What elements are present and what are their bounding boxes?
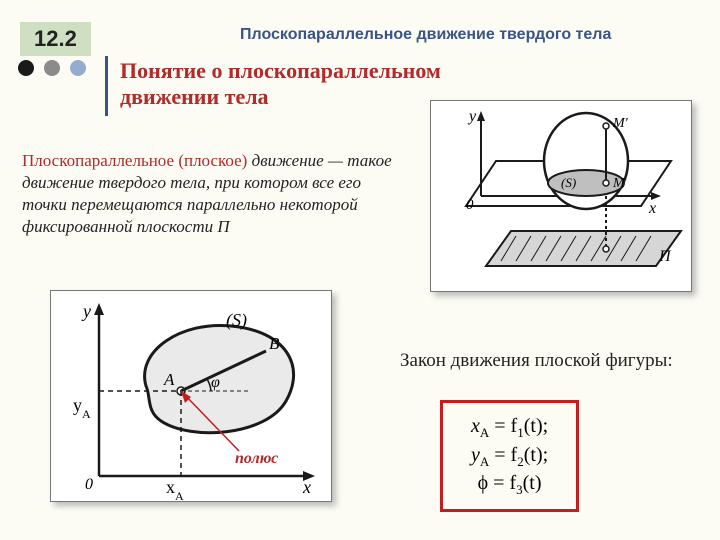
axis-x-label: x [302,477,311,497]
formula-line-2: yA = f2(t); [471,442,548,471]
origin-label: 0 [85,476,93,493]
vertical-rule [105,56,108,116]
term: Плоскопараллельное [22,151,174,170]
xa-label: xA [166,477,184,502]
law-label: Закон движения плоской фигуры: [400,350,673,372]
chapter-title: Плоскопараллельное движение твердого тел… [240,26,611,44]
bullet-row [18,60,86,76]
plane-pi-label: П [658,248,672,265]
axis-y-label: y [81,301,91,321]
formula-line-3: ϕ = f3(t) [471,470,548,499]
angle-phi-label: φ [211,374,220,391]
point-a-label: A [163,370,175,389]
point-m-label: M [612,176,626,191]
section-number: 12.2 [20,22,91,56]
axis-y-label: y [467,108,477,125]
definition-text: Плоскопараллельное (плоское) движение — … [22,150,402,238]
point-mprime-label: M' [612,116,629,131]
axis-x-label: x [648,200,656,217]
point-b-label: B [269,334,280,353]
pole-label: полюс [235,450,278,468]
formula-line-1: xA = f1(t); [471,413,548,442]
section-label: (S) [226,310,247,331]
bullet-icon [18,60,34,76]
figure-right: y x 0 (S) M M' П [430,100,690,290]
origin-label: 0 [466,197,474,213]
figure-right-svg: y x 0 (S) M M' П [430,100,692,292]
term-paren: (плоское) [178,151,247,170]
figure-left-svg: y x 0 (S) A B φ xA yA [50,290,332,502]
ya-label: yA [73,395,91,421]
section-label: (S) [561,175,576,190]
figure-left: y x 0 (S) A B φ xA yA полюс [50,290,330,500]
topic-title: Понятие о плоскопараллельном движении те… [120,58,450,111]
formula-box: xA = f1(t); yA = f2(t); ϕ = f3(t) [440,400,579,512]
bullet-icon [44,60,60,76]
bullet-icon [70,60,86,76]
